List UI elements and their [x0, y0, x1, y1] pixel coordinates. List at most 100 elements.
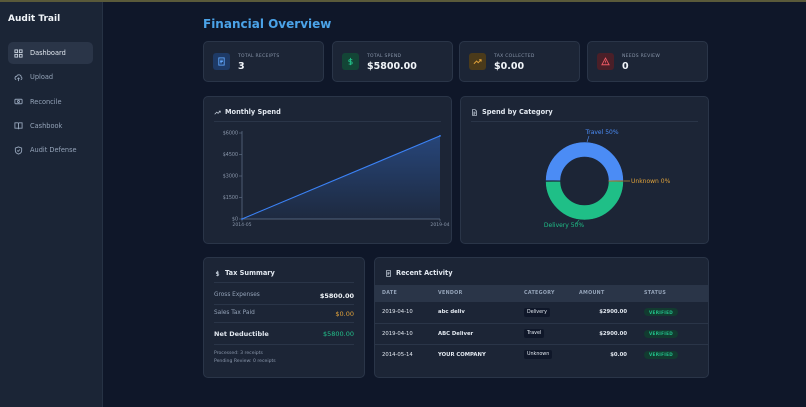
panel-title: Monthly Spend [214, 108, 281, 116]
monthly-spend-chart: $0 $1500 $3000 $4500 $6000 2014-05 2019-04 [223, 131, 450, 228]
cloud-upload-icon [14, 74, 23, 81]
category-donut-chart: Travel 50% Unknown 0% Delivery 50% [544, 129, 671, 229]
stat-card-tax-collected: TAX COLLECTED $0.00 [459, 41, 580, 82]
gross-expenses-row: Gross Expenses $5800.00 [214, 292, 354, 300]
sales-tax-row: Sales Tax Paid $0.00 [214, 310, 354, 318]
table-header-row: DATE VENDOR CATEGORY AMOUNT STATUS [375, 285, 708, 302]
monthly-spend-panel: Monthly Spend $0 $1500 $3000 $4500 $6000 2014… [203, 96, 452, 244]
processed-note: Processed: 3 receipts [214, 351, 263, 356]
cell-category: Travel [524, 323, 579, 345]
column-header-category[interactable]: CATEGORY [524, 285, 579, 302]
divider [214, 282, 354, 283]
cell-status: VERIFIED [632, 344, 708, 365]
cell-amount: $2900.00 [579, 323, 632, 345]
sidebar-nav: Dashboard Upload Reconcile Cashbook Audi… [8, 42, 93, 163]
slice-label: Travel 50% [584, 129, 618, 136]
pie-slice [545, 180, 624, 221]
cell-vendor: abc deliv [438, 302, 524, 324]
cell-category: Unknown [524, 344, 579, 365]
grid-icon [14, 48, 23, 58]
x-tick-label: 2019-04 [430, 222, 449, 228]
sidebar-item-upload[interactable]: Upload [8, 66, 93, 88]
document-icon [472, 108, 477, 116]
cell-amount: $0.00 [610, 351, 627, 358]
sidebar-item-label: Cashbook [30, 121, 63, 130]
activity-table: DATE VENDOR CATEGORY AMOUNT STATUS 2019-… [375, 285, 708, 365]
trend-icon [214, 110, 221, 114]
tax-summary-panel: Tax Summary Gross Expenses $5800.00 Sale… [203, 257, 365, 378]
pie-slice [545, 141, 624, 182]
sales-tax-label: Sales Tax Paid [214, 310, 255, 316]
monthly-spend-title: Monthly Spend [225, 108, 281, 116]
cell-amount: $2900.00 [579, 302, 632, 324]
stat-value: 3 [238, 61, 245, 72]
cell-date: 2014-05-14 [382, 351, 413, 358]
column-header-vendor[interactable]: VENDOR [438, 285, 524, 302]
stat-value: $5800.00 [367, 61, 417, 72]
divider [471, 121, 698, 122]
pending-note: Pending Review: 0 receipts [214, 359, 276, 364]
data-point [241, 218, 243, 220]
category-tag: Travel [524, 329, 545, 338]
column-header-date[interactable]: DATE [375, 285, 438, 302]
sidebar-item-reconcile[interactable]: Reconcile [8, 91, 93, 113]
divider [214, 322, 354, 323]
cell-status: VERIFIED [632, 323, 708, 345]
category-tag: Unknown [524, 350, 553, 360]
divider [214, 304, 354, 305]
receipt-icon [386, 269, 391, 277]
tax-summary-title: Tax Summary [225, 269, 275, 277]
x-tick-label: 2014-05 [232, 222, 251, 228]
table-row[interactable]: 2014-05-14 YOUR COMPANY Unknown $0.00 VE… [375, 344, 708, 365]
sidebar-item-label: Reconcile [30, 97, 62, 106]
dollar-icon [215, 270, 220, 276]
cell-vendor: ABC Deliver [438, 323, 524, 345]
gross-expenses-label: Gross Expenses [214, 292, 260, 298]
stat-value: $0.00 [494, 61, 525, 72]
dollar-icon [342, 53, 359, 70]
column-header-amount[interactable]: AMOUNT [579, 285, 632, 302]
slice-label: Unknown 0% [631, 178, 671, 185]
panel-title: Recent Activity [385, 269, 453, 277]
series-line [241, 135, 441, 220]
status-badge: VERIFIED [644, 308, 679, 317]
cell-date: 2019-04-10 [375, 323, 438, 345]
divider [214, 344, 354, 345]
cell-date: 2019-04-10 [375, 302, 438, 324]
net-deductible-value: $5800.00 [322, 330, 354, 338]
data-point [439, 134, 441, 137]
table-row[interactable]: 2019-04-10 abc deliv Delivery $2900.00 V… [375, 302, 708, 324]
y-tick-label: $6000 [223, 131, 238, 137]
shield-icon [14, 146, 23, 155]
spend-by-category-panel: Spend by Category Travel 50% Unknown 0% De… [460, 96, 709, 244]
sidebar: Audit Trail Dashboard Upload Reconcile C… [0, 2, 103, 407]
table-row[interactable]: 2019-04-10 ABC Deliver Travel $2900.00 V… [375, 323, 708, 345]
cell-status: VERIFIED [632, 302, 708, 324]
stat-card-total-receipts: TOTAL RECEIPTS 3 [203, 41, 324, 82]
sidebar-item-cashbook[interactable]: Cashbook [8, 115, 93, 137]
sidebar-item-audit-defense[interactable]: Audit Defense [8, 139, 93, 161]
receipt-icon [213, 53, 230, 70]
net-deductible-row: Net Deductible $5800.00 [214, 330, 354, 338]
net-deductible-label: Net Deductible [214, 330, 269, 338]
page-title: Financial Overview [203, 17, 332, 31]
y-tick-label: $1500 [223, 195, 238, 201]
y-tick-label: $4500 [223, 152, 238, 158]
panel-title: Tax Summary [214, 269, 275, 277]
sidebar-item-label: Audit Defense [30, 146, 77, 155]
slice-leader-line [575, 219, 580, 225]
window-top-border [0, 0, 806, 2]
stat-value: 0 [622, 61, 629, 72]
trend-icon [469, 53, 486, 70]
column-header-status[interactable]: STATUS [632, 285, 708, 302]
brand-title: Audit Trail [8, 14, 61, 24]
category-tag: Delivery [524, 307, 550, 317]
stat-label: TOTAL SPEND [367, 54, 402, 59]
reconcile-icon [14, 98, 23, 105]
main-content: Financial Overview TOTAL RECEIPTS 3 TOTA… [103, 2, 806, 407]
stat-label: TOTAL RECEIPTS [238, 54, 280, 59]
sidebar-item-dashboard[interactable]: Dashboard [8, 42, 93, 64]
sales-tax-value: $0.00 [335, 310, 354, 318]
stat-label: TAX COLLECTED [494, 54, 535, 59]
slice-leader-line [586, 135, 590, 143]
